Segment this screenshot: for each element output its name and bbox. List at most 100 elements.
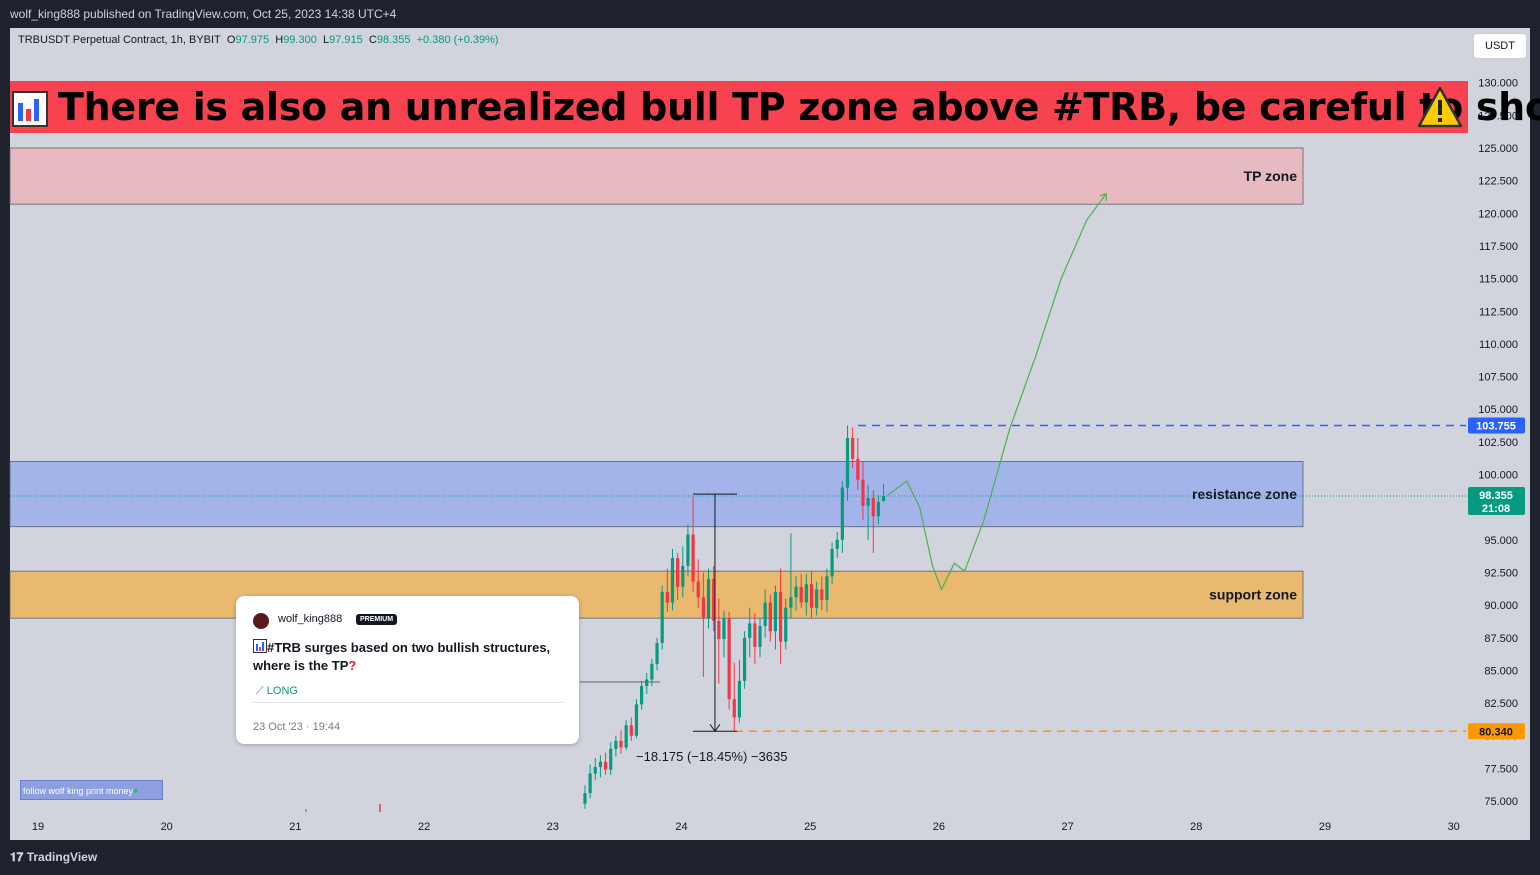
publish-bar: wolf_king888 published on TradingView.co… (0, 0, 1540, 28)
headline-text: There is also an unrealized bull TP zone… (58, 85, 1540, 129)
y-tick-label: 120.000 (1478, 208, 1518, 220)
candle-body (830, 548, 834, 577)
measure-arrowhead (709, 723, 721, 733)
x-tick-label: 22 (418, 821, 430, 833)
candle-body (701, 597, 705, 619)
candle-body (789, 597, 793, 608)
candle-body (845, 437, 850, 488)
idea-direction: ⟋ LONG (256, 685, 298, 697)
candle-body (742, 637, 747, 681)
candle-body (598, 761, 603, 768)
x-tick-label: 26 (933, 821, 945, 833)
candle-body (753, 623, 757, 647)
candle-body (784, 607, 788, 642)
projection-path (887, 193, 1107, 591)
current-price-label: 98.355 (1479, 490, 1513, 502)
x-tick-label: 30 (1448, 821, 1460, 833)
idea-date: 23 Oct '23 · 19:44 (253, 721, 341, 733)
currency-button[interactable]: USDT (1473, 33, 1527, 59)
candle-body (650, 663, 654, 680)
candle-body (732, 699, 736, 718)
candle-body (583, 793, 587, 804)
candle-body (691, 534, 695, 582)
y-tick-label: 112.500 (1479, 306, 1518, 318)
resistance-zone-label: resistance zone (1192, 486, 1297, 502)
y-tick-label: 125.000 (1478, 143, 1518, 155)
y-tick-label: 127.500 (1478, 110, 1518, 122)
candle-body (660, 592, 664, 643)
candle-body (634, 704, 639, 736)
y-tick-label: 92.500 (1484, 567, 1518, 579)
measure-label: −18.175 (−18.45%) −3635 (636, 749, 787, 764)
projection-arrowhead (1100, 192, 1107, 201)
high-value: 99.300 (283, 34, 317, 46)
question-mark-icon: ? (348, 658, 357, 673)
avatar (253, 613, 269, 629)
candle-body (737, 680, 742, 718)
candle-body (748, 623, 752, 638)
y-tick-label: 75.000 (1484, 796, 1518, 808)
candle-body (820, 589, 824, 600)
warning-icon (1417, 86, 1463, 128)
candle-body (763, 602, 767, 626)
candle-body (645, 679, 649, 687)
tp-zone-label: TP zone (1244, 168, 1298, 184)
headline-banner: There is also an unrealized bull TP zone… (10, 81, 1540, 133)
candle-body (609, 748, 613, 770)
y-tick-label: 117.500 (1479, 241, 1518, 253)
y-tick-label: 90.000 (1484, 600, 1518, 612)
candle-body (676, 558, 680, 587)
y-tick-label: 115.000 (1479, 274, 1518, 286)
y-tick-label: 77.500 (1484, 763, 1518, 775)
y-tick-label: 87.500 (1484, 633, 1518, 645)
y-tick-label: 100.000 (1478, 470, 1518, 482)
heart-icon: ♥ (133, 786, 139, 796)
candle-body (696, 581, 700, 598)
y-tick-label: 102.500 (1478, 437, 1518, 449)
support-zone (9, 570, 1304, 619)
candle-body (881, 495, 886, 501)
bar-chart-icon (253, 639, 267, 653)
x-tick-label: 27 (1061, 821, 1073, 833)
candle-body (840, 487, 844, 540)
candle-body (614, 740, 618, 749)
tradingview-logo[interactable]: 𝟏𝟕 TradingView (10, 850, 98, 864)
open-value: 97.975 (235, 34, 270, 46)
footer-bar: 𝟏𝟕 TradingView (0, 840, 1540, 875)
low-price-label-bg (1468, 723, 1525, 740)
candle-body (861, 479, 865, 506)
high-price-label: 103.755 (1476, 420, 1516, 432)
candle-body (778, 592, 783, 642)
x-tick-label: 21 (289, 821, 301, 833)
candle-body (624, 725, 628, 748)
x-tick-label: 25 (804, 821, 816, 833)
change-value: +0.380 (+0.39%) (416, 34, 499, 46)
candle-body (876, 501, 881, 517)
candle-body (619, 740, 623, 748)
x-tick-label: 23 (547, 821, 559, 833)
y-tick-label: 107.500 (1478, 372, 1518, 384)
candle-body (773, 592, 778, 632)
x-tick-label: 19 (32, 821, 44, 833)
symbol-ohlc-bar: TRBUSDT Perpetual Contract, 1h, BYBIT O9… (18, 34, 499, 46)
tv-icon: 𝟏𝟕 (10, 850, 24, 864)
divider (253, 702, 563, 703)
y-tick-label: 122.500 (1478, 176, 1518, 188)
candle-body (871, 498, 875, 517)
candle-body (768, 602, 772, 632)
follow-note: follow wolf king print money♥ (20, 780, 163, 800)
candle-body (758, 625, 762, 647)
related-idea-card[interactable]: wolf_king888 PREMIUM #TRB surges based o… (236, 596, 579, 744)
idea-title[interactable]: #TRB surges based on two bullish structu… (253, 639, 551, 673)
candle-body (655, 642, 659, 664)
candle-body (804, 584, 808, 603)
y-tick-label: 110.000 (1479, 339, 1518, 351)
candle-body (588, 773, 592, 794)
resistance-zone (9, 461, 1304, 528)
candle-body (665, 592, 669, 603)
idea-author[interactable]: wolf_king888 (278, 613, 343, 625)
y-tick-label: 130.000 (1478, 78, 1518, 90)
x-tick-label: 28 (1190, 821, 1202, 833)
candle-body (851, 437, 855, 459)
